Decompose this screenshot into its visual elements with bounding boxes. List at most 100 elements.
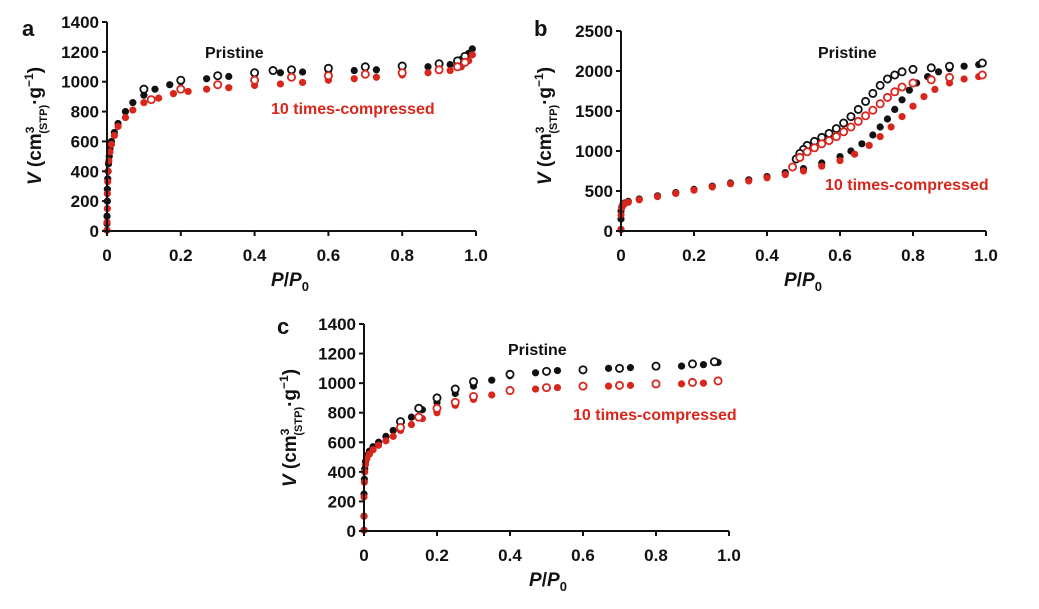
x-tick-label: 0 (102, 246, 111, 265)
data-point-compressed-adsorption (799, 167, 808, 175)
panel-c-x-ticks: 0 0.2 0.4 0.6 0.8 1.0 (359, 531, 741, 565)
y-tick-label: 2500 (575, 22, 613, 41)
data-point-pristine-desorption (250, 68, 260, 78)
data-point-compressed-adsorption (298, 78, 307, 87)
data-point-pristine-desorption (578, 365, 588, 375)
data-point-pristine-adsorption (858, 140, 866, 148)
data-point-pristine-adsorption (883, 115, 892, 123)
data-point-compressed-adsorption (887, 123, 895, 131)
y-tick-label: 0 (604, 222, 613, 241)
y-tick-label: 200 (71, 192, 99, 211)
data-point-compressed-adsorption (184, 87, 192, 96)
panel-a-y-title: V (cm3(STP)·g−1) (22, 67, 50, 185)
data-point-compressed-adsorption (677, 380, 686, 388)
data-point-pristine-adsorption (166, 81, 174, 89)
x-tick-label: 0.4 (755, 246, 779, 265)
data-point-pristine-desorption (286, 65, 296, 75)
data-point-pristine-desorption (688, 359, 698, 369)
data-point-compressed-desorption (846, 122, 856, 132)
y-tick-label: 0 (90, 222, 99, 241)
data-point-compressed-desorption (505, 386, 515, 396)
data-point-pristine-adsorption (626, 364, 635, 372)
data-point-compressed-adsorption (155, 94, 163, 102)
data-point-pristine-adsorption (140, 91, 148, 99)
data-point-compressed-desorption (360, 69, 370, 79)
data-point-compressed-desorption (795, 152, 805, 162)
x-tick-label: 0.6 (317, 246, 341, 265)
data-point-compressed-adsorption (531, 385, 540, 393)
y-tick-label: 1000 (61, 73, 99, 92)
data-point-pristine-adsorption (372, 66, 380, 74)
data-point-compressed-adsorption (553, 383, 562, 392)
data-point-compressed-desorption (713, 376, 723, 386)
data-point-compressed-desorption (945, 72, 955, 82)
data-point-compressed-adsorption (407, 420, 416, 429)
data-point-compressed-desorption (824, 136, 834, 146)
panel-a-points (103, 45, 476, 234)
panel-b-y-ticks: 0 500 1000 1500 2000 2500 (575, 22, 621, 241)
data-point-pristine-desorption (897, 67, 907, 77)
data-point-pristine-desorption (360, 62, 370, 72)
x-tick-label: 1.0 (464, 246, 488, 265)
panel-c-points (360, 357, 723, 534)
y-tick-label: 2000 (575, 62, 613, 81)
data-point-compressed-adsorption (375, 441, 383, 449)
data-point-compressed-adsorption (382, 437, 390, 445)
data-point-pristine-desorption (853, 104, 863, 114)
panel-c-y-title: V (cm3(STP)·g−1) (277, 369, 305, 487)
data-point-compressed-adsorption (225, 84, 233, 92)
panel-a-x-title: P/P0 (271, 270, 309, 294)
y-tick-label: 400 (71, 162, 99, 181)
y-tick-label: 1000 (575, 142, 613, 161)
panel-a: a 0 200 400 600 800 1000 1200 1400 0 0.2 0.4 0.6 0.… (22, 13, 488, 294)
data-point-pristine-desorption (450, 384, 460, 394)
data-point-compressed-adsorption (446, 66, 454, 75)
data-point-pristine-desorption (875, 80, 885, 90)
data-point-compressed-adsorption (898, 113, 906, 121)
data-point-compressed-desorption (432, 403, 442, 413)
y-tick-label: 600 (71, 132, 99, 151)
data-point-compressed-desorption (250, 75, 260, 85)
panel-c-x-title: P/P0 (529, 570, 567, 594)
panel-b-points (617, 58, 987, 233)
x-tick-label: 0 (359, 546, 368, 565)
data-point-compressed-desorption (615, 380, 625, 390)
data-point-compressed-desorption (831, 132, 841, 142)
data-point-compressed-adsorption (690, 186, 698, 194)
data-point-compressed-desorption (213, 80, 223, 90)
data-point-compressed-adsorption (745, 177, 753, 185)
data-point-compressed-adsorption (624, 198, 632, 206)
data-point-compressed-adsorption (372, 73, 380, 81)
x-tick-label: 0.8 (644, 546, 668, 565)
data-point-compressed-adsorption (672, 189, 680, 197)
data-point-pristine-desorption (882, 74, 892, 84)
data-point-pristine-desorption (861, 96, 871, 106)
data-point-compressed-adsorption (653, 193, 662, 201)
panel-a-axes (106, 22, 476, 232)
data-point-compressed-desorption (908, 78, 918, 88)
x-tick-label: 1.0 (974, 246, 998, 265)
data-point-compressed-desorption (897, 82, 907, 92)
panel-c-label-pristine: Pristine (508, 342, 567, 359)
data-point-pristine-desorption (414, 403, 424, 413)
data-point-pristine-desorption (505, 369, 515, 379)
data-point-compressed-desorption (875, 99, 885, 109)
data-point-compressed-desorption (817, 139, 827, 149)
data-point-pristine-adsorption (553, 366, 562, 375)
data-point-pristine-adsorption (446, 60, 454, 69)
data-point-compressed-desorption (468, 391, 478, 401)
data-point-pristine-adsorption (468, 45, 476, 53)
data-point-compressed-adsorption (699, 379, 708, 387)
data-point-compressed-adsorption (369, 446, 377, 454)
data-point-pristine-adsorption (960, 62, 968, 70)
data-point-pristine-desorption (831, 124, 841, 134)
data-point-pristine-desorption (615, 363, 625, 373)
data-point-compressed-desorption (434, 65, 444, 75)
data-point-compressed-adsorption (107, 140, 116, 149)
data-point-compressed-adsorption (626, 381, 635, 389)
data-point-pristine-adsorption (677, 362, 686, 370)
data-point-pristine-desorption (213, 71, 223, 81)
data-point-pristine-adsorption (151, 85, 159, 93)
